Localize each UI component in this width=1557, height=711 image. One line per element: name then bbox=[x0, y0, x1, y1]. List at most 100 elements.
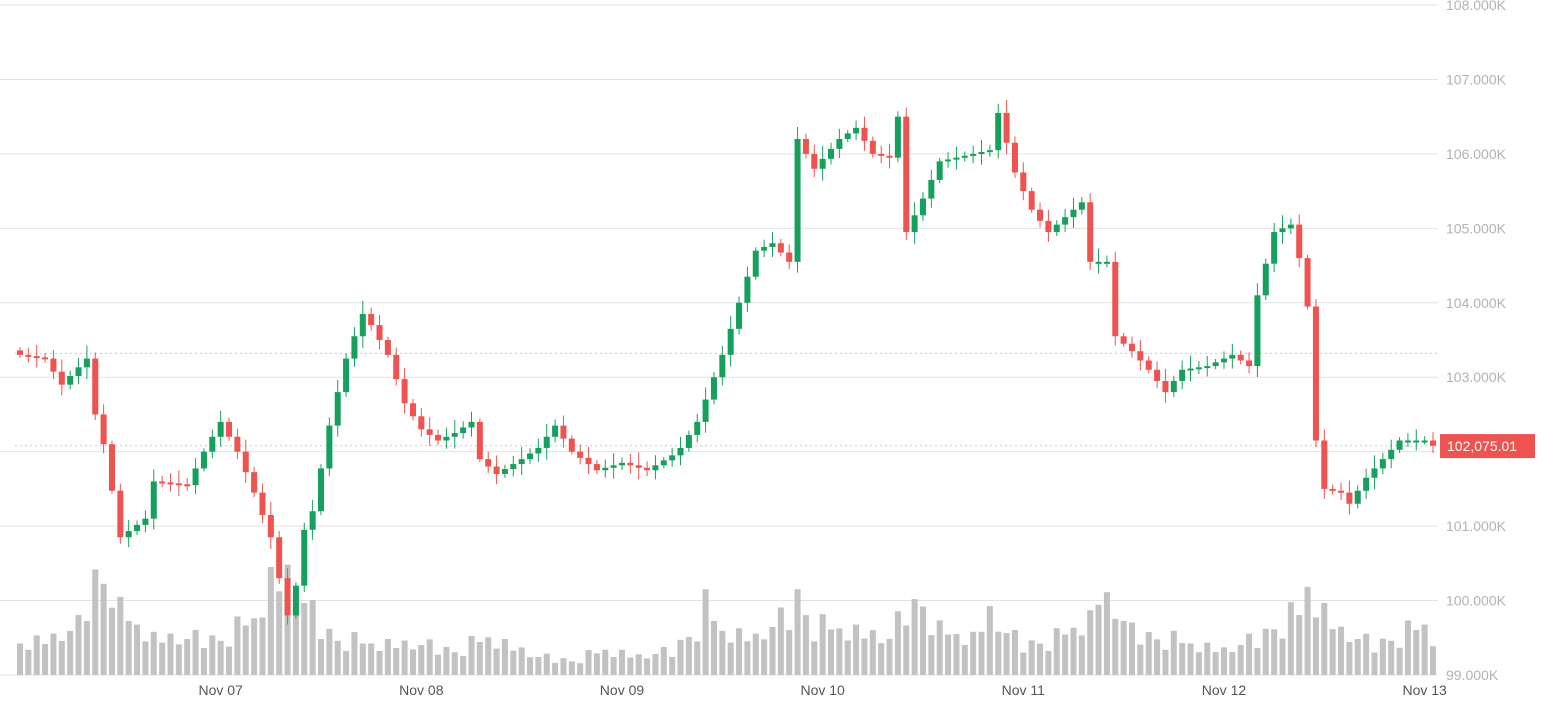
volume-bar bbox=[694, 641, 701, 675]
volume-bar bbox=[577, 663, 584, 675]
candle-body bbox=[1321, 440, 1328, 489]
candle-body bbox=[1062, 217, 1069, 225]
x-tick-label: Nov 07 bbox=[198, 682, 243, 698]
volume-bar bbox=[894, 611, 901, 675]
volume-bar bbox=[501, 639, 508, 675]
candle-body bbox=[811, 153, 818, 169]
volume-bar bbox=[744, 641, 751, 675]
volume-bar bbox=[493, 648, 500, 675]
candle-body bbox=[769, 243, 776, 247]
volume-bar bbox=[92, 569, 99, 675]
candle-body bbox=[1262, 263, 1269, 296]
candle-body bbox=[710, 377, 717, 400]
candle-body bbox=[426, 429, 433, 435]
volume-bar bbox=[1187, 643, 1194, 675]
candle-body bbox=[1162, 380, 1169, 393]
volume-bar bbox=[543, 653, 550, 675]
candle-body bbox=[1179, 369, 1186, 381]
candle-body bbox=[660, 460, 667, 466]
volume-bar bbox=[886, 639, 893, 675]
candle-body bbox=[1363, 477, 1370, 491]
candle-body bbox=[1045, 220, 1052, 233]
candle-body bbox=[501, 469, 508, 474]
candle-body bbox=[1404, 440, 1411, 443]
volume-bar bbox=[1087, 610, 1094, 675]
volume-bar bbox=[100, 583, 107, 675]
candle-body bbox=[777, 243, 784, 253]
volume-bar bbox=[309, 600, 316, 675]
candle-body bbox=[451, 433, 458, 437]
volume-bar bbox=[1020, 652, 1027, 675]
volume-bar bbox=[317, 639, 325, 675]
candle-body bbox=[259, 492, 266, 515]
volume-bar bbox=[276, 591, 283, 675]
candle-body bbox=[1254, 295, 1261, 367]
volume-bar bbox=[1287, 602, 1294, 675]
volume-bar bbox=[1028, 640, 1035, 675]
volume-bar bbox=[1145, 632, 1152, 675]
volume-bar bbox=[200, 648, 207, 675]
candle-body bbox=[978, 152, 985, 155]
volume-bar bbox=[1304, 586, 1311, 675]
y-tick-label: 101.000K bbox=[1446, 518, 1507, 534]
candle-body bbox=[117, 490, 124, 538]
candle-body bbox=[200, 451, 207, 469]
volume-bar bbox=[67, 631, 74, 675]
last-price-badge-background bbox=[1440, 434, 1535, 459]
volume-bar bbox=[710, 621, 717, 675]
candle-body bbox=[869, 140, 876, 154]
volume-bar bbox=[995, 631, 1002, 675]
candle-body bbox=[1338, 490, 1345, 493]
candle-body bbox=[1011, 142, 1018, 173]
y-tick-label: 107.000K bbox=[1446, 71, 1507, 87]
volume-bar bbox=[1329, 629, 1336, 675]
candle-body bbox=[1145, 360, 1152, 370]
volume-bar bbox=[1346, 641, 1353, 675]
volume-bar bbox=[184, 639, 191, 675]
candle-body bbox=[460, 427, 467, 434]
candle-body bbox=[309, 511, 316, 530]
volume-bar bbox=[560, 658, 567, 675]
candle-body bbox=[1187, 368, 1194, 371]
volume-bar bbox=[585, 650, 592, 675]
candle-body bbox=[485, 459, 492, 467]
candle-body bbox=[1070, 209, 1077, 218]
candle-body bbox=[468, 421, 475, 428]
volume-bar bbox=[267, 567, 274, 675]
volume-bar bbox=[1204, 642, 1211, 675]
candle-body bbox=[1287, 224, 1294, 229]
candle-body bbox=[1304, 258, 1311, 307]
candle-body bbox=[761, 246, 768, 251]
volume-bar bbox=[861, 638, 868, 675]
candle-body bbox=[593, 464, 600, 471]
volume-bar bbox=[1103, 592, 1110, 675]
candle-body bbox=[953, 157, 960, 160]
candle-body bbox=[518, 459, 525, 465]
volume-bar bbox=[660, 646, 667, 675]
y-tick-label: 105.000K bbox=[1446, 220, 1507, 236]
volume-bar bbox=[1429, 646, 1437, 675]
x-tick-label: Nov 11 bbox=[1002, 682, 1046, 698]
y-tick-label: 100.000K bbox=[1446, 593, 1507, 609]
volume-bar bbox=[1312, 617, 1319, 675]
candle-body bbox=[1413, 440, 1420, 443]
volume-bar bbox=[527, 657, 534, 675]
volume-bar bbox=[1371, 652, 1378, 675]
volume-bar bbox=[777, 607, 784, 675]
x-axis-tick-labels: Nov 07 Nov 08 Nov 09 Nov 10 Nov 11 Nov 12 Nov … bbox=[198, 682, 1447, 698]
volume-bar bbox=[1413, 630, 1420, 675]
volume-bar bbox=[451, 652, 458, 675]
candle-body bbox=[727, 328, 734, 355]
volume-bar bbox=[359, 643, 366, 675]
volume-bar bbox=[1037, 643, 1044, 675]
volume-bar bbox=[1396, 647, 1403, 675]
volume-bar bbox=[384, 639, 391, 675]
volume-bar bbox=[1321, 603, 1328, 675]
candle-body bbox=[602, 467, 609, 471]
volume-bar bbox=[635, 654, 642, 675]
volume-bar bbox=[476, 642, 483, 675]
volume-bar bbox=[33, 635, 40, 675]
candle-body bbox=[1053, 224, 1060, 233]
